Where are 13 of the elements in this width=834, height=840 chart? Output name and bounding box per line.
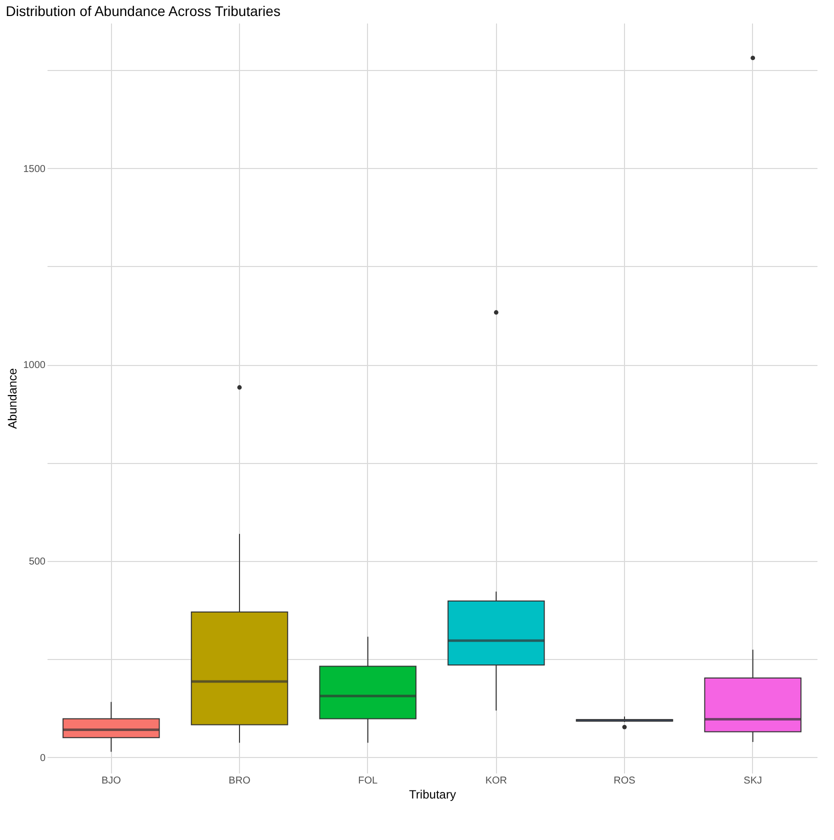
y-axis-title: Abundance (5, 368, 20, 429)
x-axis-title: Tributary (409, 788, 456, 802)
x-tick-label: BRO (228, 776, 251, 786)
y-tick-label: 0 (40, 752, 46, 764)
y-tick-label: 500 (28, 556, 46, 568)
x-tick-label: ROS (614, 776, 636, 786)
x-tick-label: FOL (358, 776, 378, 786)
y-tick-label: 1500 (23, 164, 46, 175)
x-tick-label: KOR (485, 776, 508, 786)
x-tick-label: SKJ (744, 776, 762, 786)
x-tick-label: BJO (101, 776, 122, 786)
y-tick-label: 1000 (23, 360, 46, 372)
chart-title: Distribution of Abundance Across Tributaries (6, 3, 280, 19)
